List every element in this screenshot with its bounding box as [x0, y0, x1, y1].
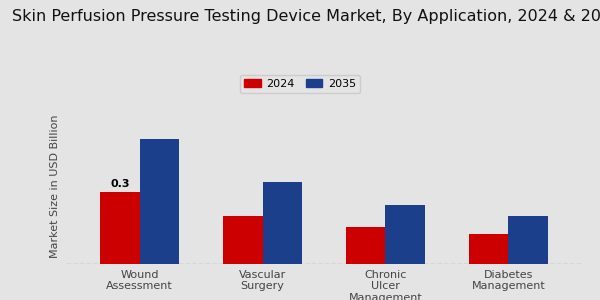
Bar: [346, 227, 385, 264]
Text: 0.3: 0.3: [110, 179, 130, 189]
Y-axis label: Market Size in USD Billion: Market Size in USD Billion: [50, 114, 61, 258]
Bar: [140, 139, 179, 264]
Bar: [100, 192, 140, 264]
Bar: [263, 182, 302, 264]
Text: Skin Perfusion Pressure Testing Device Market, By Application, 2024 & 2035: Skin Perfusion Pressure Testing Device M…: [12, 9, 600, 24]
Legend: 2024, 2035: 2024, 2035: [239, 75, 361, 93]
Bar: [508, 216, 548, 264]
Bar: [469, 234, 508, 264]
Bar: [385, 205, 425, 264]
Bar: [223, 216, 263, 264]
